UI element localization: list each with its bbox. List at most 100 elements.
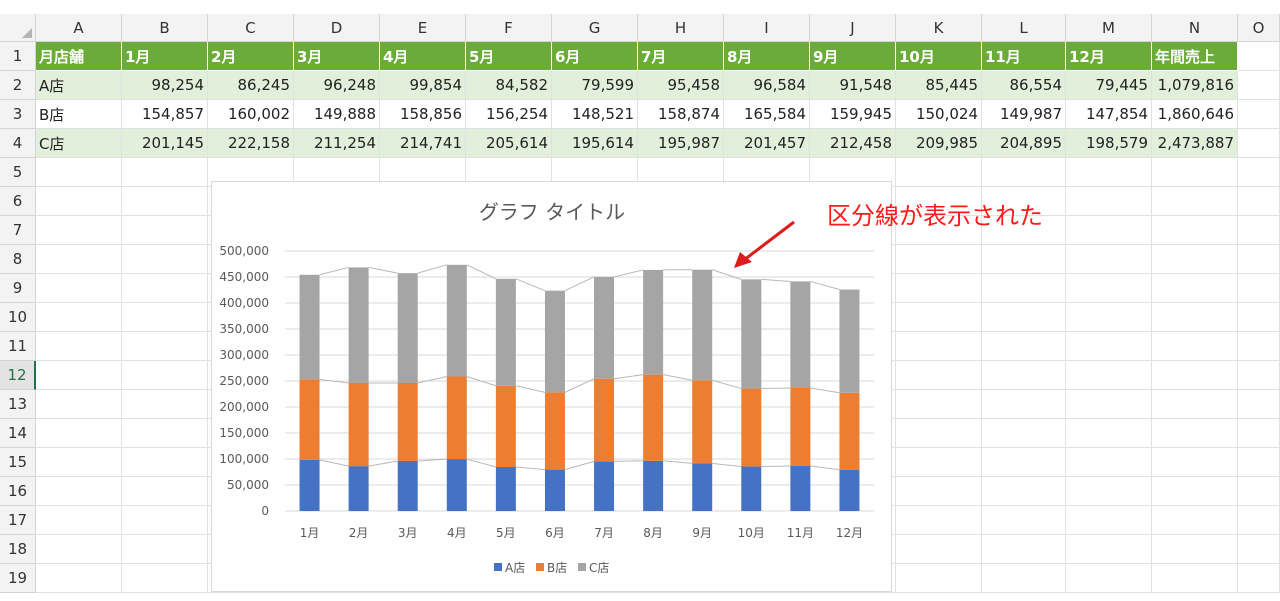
grid-cell[interactable]	[896, 332, 982, 361]
table-cell[interactable]: 150,024	[896, 100, 982, 129]
grid-cell[interactable]	[1066, 187, 1152, 216]
grid-cell[interactable]	[1238, 477, 1280, 506]
grid-cell[interactable]	[1238, 274, 1280, 303]
grid-cell[interactable]	[1152, 303, 1238, 332]
bar-segment[interactable]	[839, 469, 860, 511]
column-header-g[interactable]: G	[552, 14, 638, 42]
grid-cell[interactable]	[36, 564, 122, 593]
column-header-l[interactable]: L	[982, 14, 1066, 42]
column-header-b[interactable]: B	[122, 14, 208, 42]
table-cell[interactable]: 209,985	[896, 129, 982, 158]
row-header-6[interactable]: 6	[0, 187, 36, 216]
grid-cell[interactable]	[122, 361, 208, 390]
grid-cell[interactable]	[122, 535, 208, 564]
grid-cell[interactable]	[122, 158, 208, 187]
column-header-m[interactable]: M	[1066, 14, 1152, 42]
column-header-e[interactable]: E	[380, 14, 466, 42]
grid-cell[interactable]	[1152, 274, 1238, 303]
grid-cell[interactable]	[1238, 129, 1280, 158]
grid-cell[interactable]	[810, 564, 896, 593]
grid-cell[interactable]	[982, 158, 1066, 187]
table-cell[interactable]: 156,254	[466, 100, 552, 129]
grid-cell[interactable]	[982, 274, 1066, 303]
bar-segment[interactable]	[397, 383, 418, 461]
grid-cell[interactable]	[982, 477, 1066, 506]
bar-segment[interactable]	[544, 469, 565, 511]
table-header-cell[interactable]: 2月	[208, 42, 294, 71]
table-cell[interactable]: 85,445	[896, 71, 982, 100]
row-header-9[interactable]: 9	[0, 274, 36, 303]
bar-segment[interactable]	[594, 461, 615, 511]
grid-cell[interactable]	[1152, 564, 1238, 593]
row-header-19[interactable]: 19	[0, 564, 36, 593]
grid-cell[interactable]	[982, 564, 1066, 593]
table-cell[interactable]: 99,854	[380, 71, 466, 100]
bar-segment[interactable]	[839, 392, 860, 470]
table-cell[interactable]: 86,554	[982, 71, 1066, 100]
bar-segment[interactable]	[299, 459, 320, 511]
grid-cell[interactable]	[122, 477, 208, 506]
grid-cell[interactable]	[982, 187, 1066, 216]
grid-cell[interactable]	[1152, 332, 1238, 361]
bar-segment[interactable]	[495, 278, 516, 386]
grid-cell[interactable]	[1066, 158, 1152, 187]
table-header-cell[interactable]: 6月	[552, 42, 638, 71]
table-cell[interactable]: 158,874	[638, 100, 724, 129]
bar-segment[interactable]	[299, 274, 320, 380]
select-all-corner[interactable]	[0, 14, 36, 42]
grid-cell[interactable]	[1152, 158, 1238, 187]
grid-cell[interactable]	[122, 187, 208, 216]
table-cell[interactable]: 212,458	[810, 129, 896, 158]
grid-cell[interactable]	[896, 158, 982, 187]
table-cell[interactable]: 214,741	[380, 129, 466, 158]
table-header-cell[interactable]: 12月	[1066, 42, 1152, 71]
grid-cell[interactable]	[1238, 71, 1280, 100]
row-header-3[interactable]: 3	[0, 100, 36, 129]
table-cell[interactable]: 96,584	[724, 71, 810, 100]
grid-cell[interactable]	[1066, 477, 1152, 506]
grid-cell[interactable]	[1152, 448, 1238, 477]
grid-cell[interactable]	[36, 332, 122, 361]
table-header-cell[interactable]: 年間売上	[1152, 42, 1238, 71]
row-header-18[interactable]: 18	[0, 535, 36, 564]
table-header-cell[interactable]: 8月	[724, 42, 810, 71]
grid-cell[interactable]	[122, 245, 208, 274]
table-cell[interactable]: 79,599	[552, 71, 638, 100]
table-cell[interactable]: 204,895	[982, 129, 1066, 158]
table-cell[interactable]: 159,945	[810, 100, 896, 129]
bar-segment[interactable]	[544, 392, 565, 470]
row-header-17[interactable]: 17	[0, 506, 36, 535]
table-header-cell[interactable]: 11月	[982, 42, 1066, 71]
grid-cell[interactable]	[1238, 303, 1280, 332]
grid-cell[interactable]	[1238, 506, 1280, 535]
grid-cell[interactable]	[36, 477, 122, 506]
table-cell[interactable]: 91,548	[810, 71, 896, 100]
table-cell[interactable]: 158,856	[380, 100, 466, 129]
grid-cell[interactable]	[1152, 506, 1238, 535]
row-header-14[interactable]: 14	[0, 419, 36, 448]
grid-cell[interactable]	[122, 419, 208, 448]
table-header-cell[interactable]: 7月	[638, 42, 724, 71]
table-cell[interactable]: 165,584	[724, 100, 810, 129]
grid-cell[interactable]	[982, 535, 1066, 564]
table-cell[interactable]: 79,445	[1066, 71, 1152, 100]
column-header-i[interactable]: I	[724, 14, 810, 42]
grid-cell[interactable]	[1238, 42, 1280, 71]
bar-segment[interactable]	[348, 267, 369, 383]
grid-cell[interactable]	[1152, 361, 1238, 390]
grid-cell[interactable]	[982, 245, 1066, 274]
table-header-cell[interactable]: 3月	[294, 42, 380, 71]
grid-cell[interactable]	[1152, 245, 1238, 274]
bar-segment[interactable]	[446, 264, 467, 377]
legend-label[interactable]: A店	[505, 561, 525, 575]
grid-cell[interactable]	[1066, 419, 1152, 448]
grid-cell[interactable]	[122, 564, 208, 593]
grid-cell[interactable]	[1238, 100, 1280, 129]
grid-cell[interactable]	[896, 303, 982, 332]
table-cell[interactable]: 149,987	[982, 100, 1066, 129]
row-header-16[interactable]: 16	[0, 477, 36, 506]
grid-cell[interactable]	[982, 506, 1066, 535]
grid-cell[interactable]	[982, 361, 1066, 390]
grid-cell[interactable]	[36, 390, 122, 419]
grid-cell[interactable]	[896, 448, 982, 477]
